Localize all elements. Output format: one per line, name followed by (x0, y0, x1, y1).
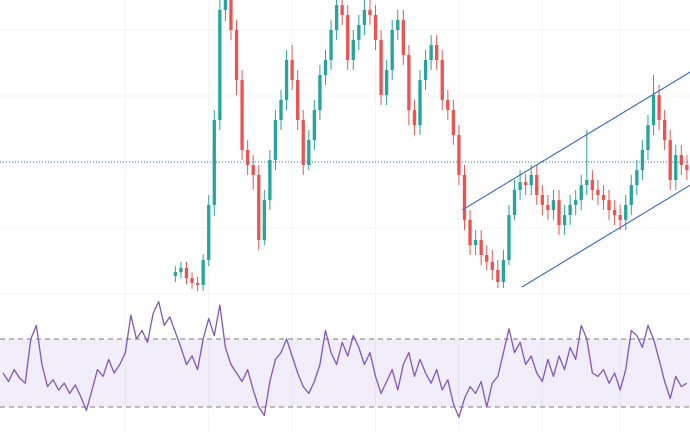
candle-body (368, 9, 372, 15)
candle-body (646, 125, 650, 150)
candle-body (429, 45, 433, 60)
candle-body (629, 185, 633, 205)
candle-body (346, 15, 350, 60)
candle-body (212, 120, 216, 205)
candle-body (568, 204, 572, 216)
candle-body (529, 174, 533, 186)
candle-body (184, 267, 189, 279)
candle-body (457, 135, 461, 175)
candle-body (479, 240, 483, 255)
channel-line (521, 184, 690, 288)
candle-body (329, 30, 333, 60)
candle-body (640, 150, 645, 171)
candle-body (451, 110, 456, 135)
rsi-line (2, 300, 688, 418)
candle-body (612, 210, 617, 216)
candle-body (318, 75, 322, 111)
candle-body (590, 180, 595, 190)
candle-body (334, 5, 339, 30)
candle-body (396, 20, 400, 30)
candle-body (373, 15, 378, 40)
candle-body (195, 282, 200, 285)
candle-body (468, 219, 472, 246)
candle-body (262, 200, 266, 240)
candle-body (412, 110, 417, 126)
candle-body (540, 195, 544, 205)
candle-body (423, 60, 428, 81)
candle-body (635, 170, 639, 186)
candle-body (268, 159, 272, 201)
candle-body (624, 204, 628, 220)
candle-body (462, 174, 467, 220)
candle-body (296, 80, 300, 120)
candle-body (674, 155, 678, 180)
candle-body (585, 180, 589, 186)
channel-line (461, 71, 690, 211)
candle-body (223, 0, 228, 10)
candle-body (446, 99, 450, 111)
candle-body (685, 165, 689, 171)
candle-body (279, 99, 283, 120)
candle-body (357, 24, 361, 40)
candle-body (290, 60, 294, 81)
candle-body (384, 69, 389, 96)
candle-body (607, 200, 611, 210)
candle-body (579, 185, 583, 201)
candle-body (257, 174, 261, 240)
candle-body (218, 9, 222, 120)
candle-body (485, 255, 489, 262)
candle-body (179, 267, 183, 273)
candle-body (651, 95, 656, 126)
candle-body (229, 0, 233, 30)
candle-body (596, 189, 600, 195)
candle-body (518, 182, 522, 190)
candle-body (251, 165, 255, 175)
candle-body (207, 204, 211, 261)
candle-body (473, 240, 478, 246)
candle-body (574, 200, 578, 205)
candle-body (546, 204, 550, 210)
candle-body (201, 260, 205, 285)
candle-body (557, 200, 561, 225)
candle-body (601, 195, 606, 201)
candle-body (618, 215, 622, 220)
candle-body (512, 189, 517, 216)
candle-body (307, 140, 311, 165)
candle-body (440, 60, 444, 100)
candle-body (535, 174, 539, 195)
candle-body (301, 120, 305, 165)
candle-body (435, 45, 439, 60)
candle-body (245, 150, 250, 165)
candle-body (190, 278, 194, 283)
candle-body (657, 95, 661, 120)
candle-body (240, 80, 244, 150)
candle-body (668, 140, 672, 180)
candle-body (284, 60, 289, 100)
candle-body (407, 54, 411, 111)
candle-body (523, 182, 528, 186)
candle-body (562, 215, 567, 225)
candle-body (390, 30, 394, 70)
candle-body (401, 20, 405, 55)
candle-body (362, 9, 367, 25)
candle-body (379, 39, 383, 96)
candle-body (173, 272, 178, 276)
candle-body (234, 30, 239, 81)
candle-body (501, 260, 506, 282)
candle-body (418, 80, 422, 126)
candle-body (340, 5, 344, 15)
candle-body (490, 261, 494, 270)
candle-body (351, 39, 355, 60)
candle-body (312, 110, 317, 141)
candle-body (662, 120, 667, 141)
candle-body (507, 215, 511, 261)
candle-body (551, 200, 556, 210)
candle-body (323, 60, 328, 75)
candle-body (679, 155, 683, 165)
candle-body (496, 270, 500, 282)
candle-body (273, 120, 278, 160)
